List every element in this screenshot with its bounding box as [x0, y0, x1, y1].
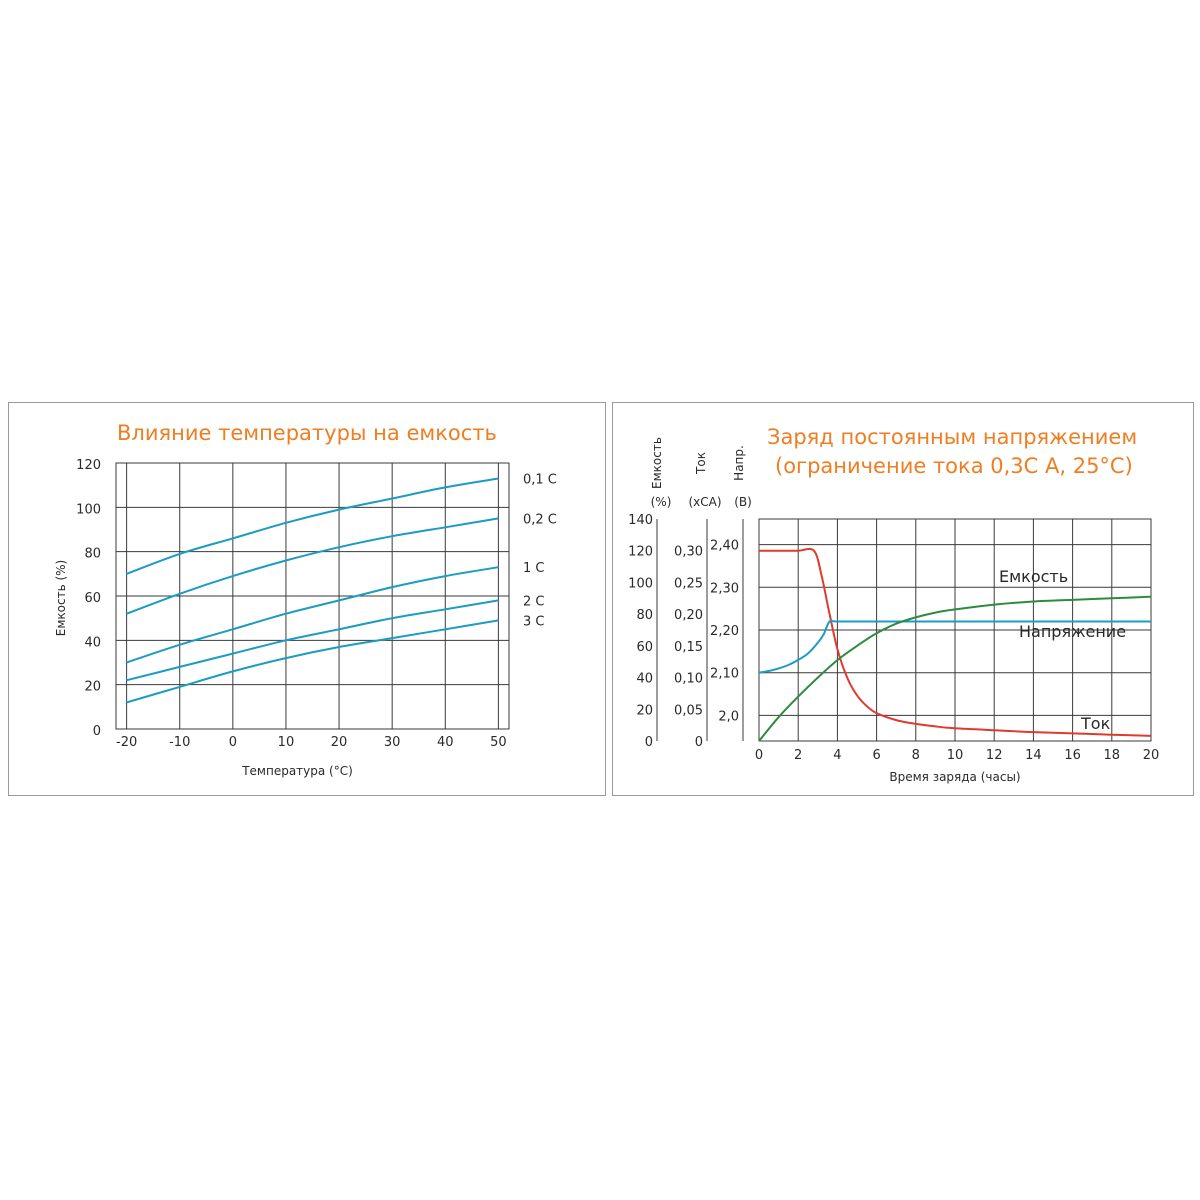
chart2-axis-unit-0: (%)	[651, 495, 672, 509]
chart2-axis-title-1: Ток	[694, 452, 708, 475]
charge-voltage-panel: Заряд постоянным напряжением (ограничени…	[612, 402, 1194, 796]
chart2-x-tick-10: 20	[1143, 748, 1160, 763]
chart2-axis-2-tick-4: 2,40	[710, 539, 739, 554]
chart2-axis-2-tick-3: 2,30	[710, 581, 739, 596]
chart2-axis-2-tick-1: 2,10	[710, 667, 739, 682]
chart2-axis-2-tick-2: 2,20	[710, 624, 739, 639]
chart1-grid	[115, 462, 510, 730]
chart2-x-tick-5: 10	[947, 748, 964, 763]
chart1-series-label-4: 3 C	[523, 614, 544, 629]
temperature-capacity-panel: Влияние температуры на емкость -20 -10 0 10…	[8, 402, 606, 796]
chart1-x-tick-7: 50	[490, 735, 507, 750]
chart1-x-tick-1: -10	[169, 735, 190, 750]
chart1-series-label-0: 0,1 C	[523, 473, 557, 488]
chart2-axis-0-tick-5: 100	[628, 576, 653, 591]
chart2-x-tick-3: 6	[872, 748, 880, 763]
chart2-x-tick-6: 12	[986, 748, 1003, 763]
temperature-capacity-chart: -20 -10 0 10 20 30 40 50 0 20 40 60 80 100 120 Температ…	[54, 458, 557, 778]
chart2-x-tick-7: 14	[1025, 748, 1042, 763]
chart1-x-tick-4: 20	[331, 735, 348, 750]
chart1-series-label-2: 1 C	[523, 561, 544, 576]
chart1-series-label-1: 0,2 C	[523, 512, 557, 527]
chart1-y-tick-3: 60	[84, 591, 101, 606]
chart2-title-line-2: (ограничение тока 0,3С А, 25°С)	[775, 454, 1133, 478]
chart2-x-tick-2: 4	[833, 748, 841, 763]
chart2-axis-0-tick-1: 20	[636, 703, 653, 718]
chart1-y-tick-5: 100	[76, 502, 101, 517]
chart1-x-tick-3: 10	[278, 735, 295, 750]
chart2-x-tick-9: 18	[1104, 748, 1121, 763]
chart2-axis-0-tick-6: 120	[628, 545, 653, 560]
chart2-series-label-1: Напряжение	[1019, 622, 1126, 641]
chart1-series-line-2	[126, 566, 499, 664]
chart2-x-tick-4: 8	[912, 748, 920, 763]
chart1-x-tick-0: -20	[116, 735, 137, 750]
chart1-title: Влияние температуры на емкость	[117, 421, 497, 445]
charge-voltage-chart: 0 2 4 6 8 10 12 14 16 18 20 Время заряда (часы) 0 20 4…	[628, 437, 1160, 784]
chart1-y-tick-1: 20	[84, 680, 101, 695]
chart1-x-tick-5: 30	[384, 735, 401, 750]
chart1-x-tick-2: 0	[229, 735, 237, 750]
chart1-x-axis-label: Температура (°C)	[241, 764, 353, 778]
chart2-axis-1-tick-2: 0,10	[674, 672, 703, 687]
chart2-axis-1-tick-6: 0,30	[674, 545, 703, 560]
chart2-axis-1-tick-4: 0,20	[674, 608, 703, 623]
chart2-x-axis-label: Время заряда (часы)	[889, 770, 1020, 784]
chart1-series-line-0	[126, 477, 499, 575]
chart2-axis-2-tick-0: 2,0	[718, 709, 739, 724]
chart1-y-tick-0: 0	[93, 724, 101, 739]
chart2-axis-1-tick-5: 0,25	[674, 576, 703, 591]
chart2-series-line-1	[758, 619, 1151, 674]
chart1-series-line-1	[126, 517, 499, 615]
chart2-series-label-2: Емкость	[999, 567, 1068, 586]
chart2-x-tick-0: 0	[755, 748, 763, 763]
chart1-y-tick-2: 40	[84, 635, 101, 650]
chart1-y-tick-4: 80	[84, 547, 101, 562]
chart2-axis-0-tick-0: 0	[645, 735, 653, 750]
chart1-y-axis-label: Емкость (%)	[54, 560, 68, 636]
chart2-series-line-2	[758, 595, 1152, 742]
chart2-axis-title-2: Напр.	[732, 445, 746, 481]
chart2-x-tick-1: 2	[794, 748, 802, 763]
chart1-y-tick-6: 120	[76, 458, 101, 473]
chart2-axis-title-0: Емкость	[650, 437, 664, 489]
chart2-axis-1-tick-3: 0,15	[674, 640, 703, 655]
chart1-series-line-3	[126, 599, 499, 682]
chart2-axis-0-tick-4: 80	[636, 608, 653, 623]
chart2-axis-0-tick-7: 140	[628, 513, 653, 528]
chart2-axis-0-tick-3: 60	[636, 640, 653, 655]
chart2-x-tick-8: 16	[1064, 748, 1081, 763]
chart2-series-label-0: Ток	[1080, 714, 1111, 733]
chart2-axis-unit-2: (В)	[734, 495, 752, 509]
chart2-axis-0-tick-2: 40	[636, 672, 653, 687]
chart2-series-line-0	[759, 547, 1152, 737]
chart2-axis-1-tick-1: 0,05	[674, 703, 703, 718]
chart2-axis-1-tick-0: 0	[695, 735, 703, 750]
chart1-series-label-3: 2 C	[523, 594, 544, 609]
chart1-x-tick-6: 40	[437, 735, 454, 750]
chart2-title-line-1: Заряд постоянным напряжением	[767, 425, 1138, 449]
chart2-axis-unit-1: (хСА)	[688, 495, 721, 509]
chart1-series-line-4	[126, 619, 499, 704]
